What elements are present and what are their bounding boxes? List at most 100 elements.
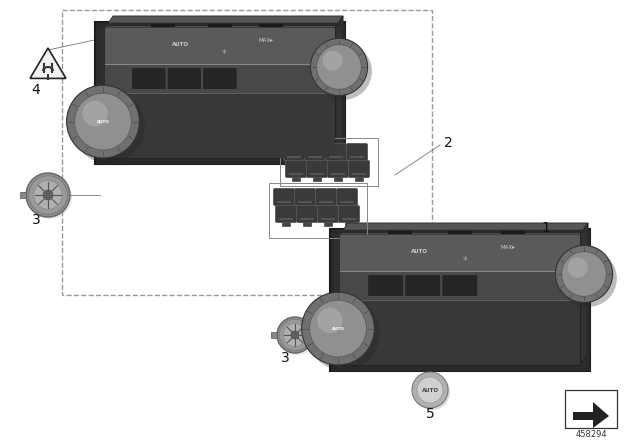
Bar bbox=[277, 201, 291, 203]
Circle shape bbox=[556, 246, 612, 302]
Bar bbox=[105, 93, 335, 158]
Polygon shape bbox=[335, 16, 343, 158]
Text: 2: 2 bbox=[444, 136, 452, 150]
Circle shape bbox=[26, 173, 70, 217]
Circle shape bbox=[43, 190, 53, 200]
Circle shape bbox=[417, 377, 443, 403]
Bar bbox=[340, 235, 580, 365]
Bar bbox=[259, 24, 283, 27]
Circle shape bbox=[317, 45, 362, 89]
Text: AUTO: AUTO bbox=[422, 388, 438, 392]
FancyBboxPatch shape bbox=[349, 160, 369, 177]
Bar bbox=[340, 235, 580, 271]
Bar bbox=[301, 204, 308, 209]
FancyBboxPatch shape bbox=[273, 189, 294, 206]
Bar bbox=[314, 176, 321, 181]
FancyBboxPatch shape bbox=[405, 275, 441, 297]
Bar bbox=[344, 204, 351, 209]
Polygon shape bbox=[105, 16, 343, 28]
Circle shape bbox=[284, 323, 307, 347]
Circle shape bbox=[67, 85, 140, 158]
Bar bbox=[280, 204, 287, 209]
Bar bbox=[280, 138, 378, 186]
Circle shape bbox=[72, 90, 145, 164]
Circle shape bbox=[301, 292, 374, 365]
Bar bbox=[292, 176, 300, 181]
Bar bbox=[340, 201, 354, 203]
FancyBboxPatch shape bbox=[296, 206, 317, 223]
Polygon shape bbox=[580, 223, 588, 365]
Bar bbox=[97, 24, 343, 162]
Text: MAX▸: MAX▸ bbox=[259, 38, 273, 43]
Bar bbox=[353, 159, 360, 164]
FancyBboxPatch shape bbox=[316, 189, 337, 206]
Bar bbox=[388, 231, 412, 234]
Circle shape bbox=[310, 300, 366, 357]
FancyBboxPatch shape bbox=[326, 143, 346, 160]
Bar bbox=[62, 10, 432, 295]
Bar bbox=[105, 28, 335, 158]
FancyBboxPatch shape bbox=[328, 160, 349, 177]
FancyBboxPatch shape bbox=[368, 275, 404, 297]
Circle shape bbox=[414, 374, 450, 410]
Bar bbox=[565, 390, 617, 428]
Text: AUTO: AUTO bbox=[97, 121, 109, 125]
FancyBboxPatch shape bbox=[285, 160, 307, 177]
Circle shape bbox=[279, 319, 311, 351]
Bar bbox=[355, 176, 363, 181]
Text: *: * bbox=[222, 49, 227, 59]
Circle shape bbox=[83, 101, 108, 126]
Bar bbox=[282, 221, 289, 226]
FancyBboxPatch shape bbox=[203, 68, 237, 90]
FancyBboxPatch shape bbox=[284, 143, 305, 160]
FancyBboxPatch shape bbox=[275, 206, 296, 223]
Bar bbox=[308, 156, 322, 158]
FancyBboxPatch shape bbox=[317, 206, 339, 223]
FancyBboxPatch shape bbox=[442, 275, 478, 297]
Bar bbox=[271, 332, 277, 338]
Circle shape bbox=[279, 319, 315, 355]
FancyBboxPatch shape bbox=[339, 206, 360, 223]
Text: 4: 4 bbox=[31, 83, 40, 97]
Circle shape bbox=[29, 176, 67, 214]
Bar bbox=[340, 271, 580, 300]
Circle shape bbox=[34, 181, 62, 209]
Bar bbox=[500, 231, 525, 234]
Bar bbox=[291, 159, 298, 164]
FancyBboxPatch shape bbox=[307, 160, 328, 177]
Bar bbox=[150, 24, 175, 27]
Circle shape bbox=[568, 258, 588, 278]
Text: 458294: 458294 bbox=[575, 430, 607, 439]
Bar bbox=[269, 183, 367, 238]
Bar bbox=[340, 300, 580, 365]
Bar bbox=[300, 218, 314, 220]
Circle shape bbox=[323, 51, 342, 71]
Bar bbox=[329, 156, 343, 158]
Bar bbox=[310, 173, 324, 175]
Bar bbox=[331, 173, 345, 175]
Bar bbox=[346, 221, 353, 226]
Circle shape bbox=[291, 331, 299, 339]
Bar bbox=[324, 221, 332, 226]
Bar bbox=[105, 65, 335, 93]
Text: AUTO: AUTO bbox=[411, 249, 428, 254]
Bar bbox=[319, 201, 333, 203]
Bar bbox=[279, 218, 293, 220]
Circle shape bbox=[28, 175, 72, 219]
Circle shape bbox=[277, 317, 313, 353]
Polygon shape bbox=[573, 402, 609, 428]
Bar bbox=[208, 24, 232, 27]
Circle shape bbox=[317, 308, 343, 333]
Text: 3: 3 bbox=[31, 213, 40, 227]
Bar bbox=[312, 159, 319, 164]
Bar bbox=[342, 218, 356, 220]
FancyBboxPatch shape bbox=[305, 143, 326, 160]
Text: 1: 1 bbox=[541, 221, 550, 235]
Polygon shape bbox=[30, 48, 66, 78]
Bar bbox=[352, 173, 366, 175]
Bar bbox=[20, 192, 26, 198]
Text: *: * bbox=[463, 256, 467, 266]
Bar bbox=[350, 156, 364, 158]
Text: AUTO: AUTO bbox=[172, 42, 189, 47]
Text: 3: 3 bbox=[280, 351, 289, 365]
